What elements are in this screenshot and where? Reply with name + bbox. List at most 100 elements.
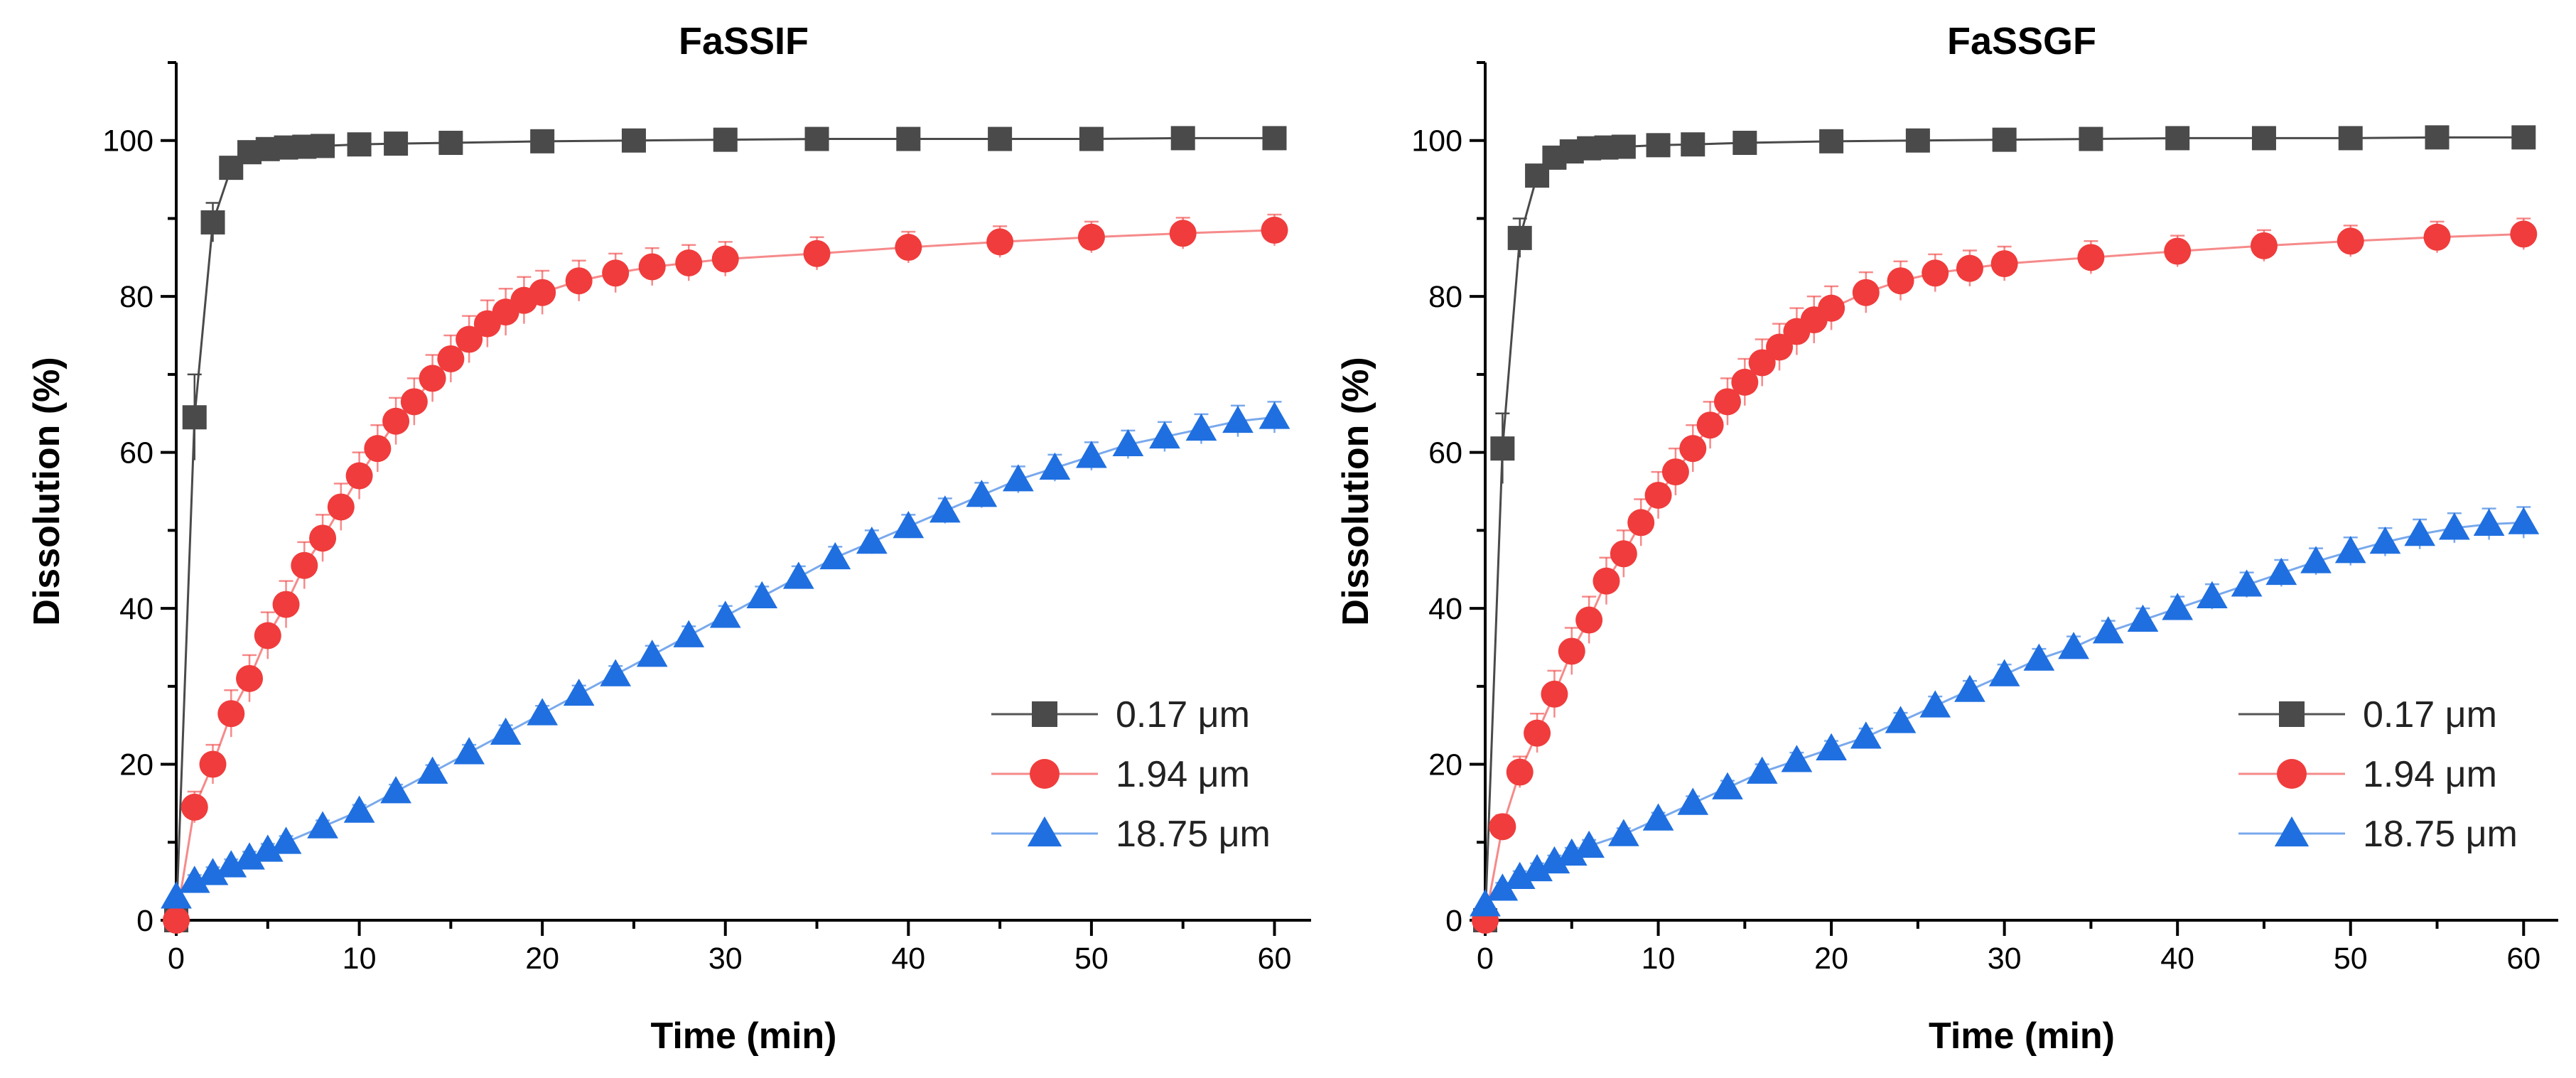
- data-point: [380, 776, 411, 804]
- x-tick-label: 0: [1477, 942, 1494, 976]
- data-point: [400, 388, 428, 416]
- y-axis-label: Dissolution (%): [1335, 357, 1376, 625]
- data-point: [2338, 126, 2363, 151]
- legend-label: 18.75 μm: [1116, 814, 1271, 855]
- data-point: [2164, 237, 2192, 265]
- data-point: [1732, 131, 1757, 156]
- data-point: [234, 842, 265, 870]
- data-point: [254, 622, 281, 650]
- data-point: [490, 717, 522, 745]
- data-point: [896, 126, 921, 151]
- data-point: [895, 234, 922, 262]
- data-point: [1261, 216, 1288, 244]
- data-point: [1852, 279, 1880, 306]
- data-point: [1470, 889, 1501, 917]
- data-point: [2439, 512, 2470, 540]
- data-point: [527, 698, 559, 726]
- data-point: [1524, 719, 1551, 747]
- legend: 0.17 μm 1.94 μm 18.75 μm: [2238, 694, 2518, 855]
- data-point: [1259, 401, 1290, 429]
- data-point: [2197, 581, 2228, 609]
- data-point: [2423, 223, 2451, 251]
- data-point: [675, 249, 703, 276]
- data-point: [1627, 509, 1655, 537]
- data-point: [1507, 225, 1532, 250]
- data-point: [327, 493, 355, 521]
- data-point: [2250, 232, 2278, 259]
- data-point: [988, 126, 1013, 151]
- data-point: [893, 511, 925, 539]
- x-tick-label: 60: [1258, 942, 1292, 976]
- data-point: [1558, 637, 1585, 665]
- data-point: [217, 700, 245, 728]
- x-tick-label: 40: [891, 942, 925, 976]
- data-point: [291, 551, 318, 579]
- y-tick-label: 0: [1445, 904, 1462, 938]
- series-square: [164, 126, 1287, 932]
- data-point: [252, 834, 284, 862]
- chart-title: FaSSIF: [679, 20, 809, 63]
- data-point: [272, 591, 300, 618]
- data-point: [1538, 846, 1570, 874]
- data-point: [966, 480, 998, 507]
- chart-title: FaSSGF: [1947, 20, 2096, 63]
- data-point: [1919, 690, 1951, 718]
- data-point: [2511, 125, 2536, 150]
- data-point: [1712, 772, 1743, 799]
- data-point: [1988, 659, 2020, 686]
- data-point: [416, 756, 448, 784]
- data-point: [215, 850, 247, 878]
- y-tick-label: 40: [119, 592, 153, 626]
- data-point: [2092, 616, 2124, 644]
- data-point: [2404, 519, 2436, 546]
- series-triangle: [161, 401, 1290, 909]
- data-point: [1489, 813, 1516, 841]
- data-point: [929, 495, 961, 523]
- data-point: [602, 259, 630, 287]
- data-point: [1681, 132, 1705, 157]
- data-point: [1992, 127, 2017, 152]
- data-point: [1487, 873, 1519, 901]
- data-point: [856, 526, 888, 554]
- data-point: [638, 253, 666, 281]
- data-point: [178, 866, 210, 893]
- data-point: [2473, 508, 2505, 536]
- y-tick-label: 20: [1428, 748, 1462, 782]
- x-axis-label: Time (min): [1929, 1015, 2115, 1057]
- data-point: [1079, 126, 1104, 151]
- x-tick-label: 20: [1814, 942, 1848, 976]
- data-point: [438, 131, 463, 156]
- chart-panel-fassgf: 0 10 20 30 40 50 60 0 20 40 60 80 100 FaSSGF Time (min…: [1335, 20, 2558, 1057]
- data-point: [1169, 220, 1197, 247]
- y-tick-label: 80: [119, 280, 153, 314]
- data-point: [1748, 349, 1776, 377]
- data-point: [453, 737, 485, 765]
- data-point: [311, 134, 335, 158]
- legend-label: 18.75 μm: [2363, 814, 2518, 855]
- data-point: [1885, 706, 1917, 733]
- data-point: [1696, 411, 1724, 439]
- x-tick-label: 60: [2506, 942, 2540, 976]
- data-point: [180, 793, 208, 821]
- data-point: [1677, 787, 1709, 815]
- data-point: [1504, 861, 1536, 890]
- data-point: [1077, 223, 1105, 251]
- data-point: [384, 131, 409, 156]
- x-tick-label: 40: [2160, 942, 2194, 976]
- data-point: [1185, 413, 1217, 441]
- data-point: [1746, 756, 1778, 784]
- data-point: [456, 325, 483, 353]
- data-point: [1170, 126, 1195, 151]
- data-point: [2162, 593, 2194, 620]
- data-point: [782, 561, 814, 589]
- y-tick-label: 40: [1428, 592, 1462, 626]
- legend-label: 1.94 μm: [2363, 754, 2497, 795]
- data-point: [2079, 126, 2103, 151]
- x-tick-label: 10: [343, 942, 377, 976]
- data-point: [1766, 333, 1794, 361]
- data-point: [1575, 606, 1603, 634]
- legend-marker: [1027, 816, 1062, 847]
- chart-panel-fassif: 0 10 20 30 40 50 60 0 20 40 60 80 100 FaSSIF Time (min…: [26, 20, 1311, 1057]
- y-tick-label: 80: [1428, 280, 1462, 314]
